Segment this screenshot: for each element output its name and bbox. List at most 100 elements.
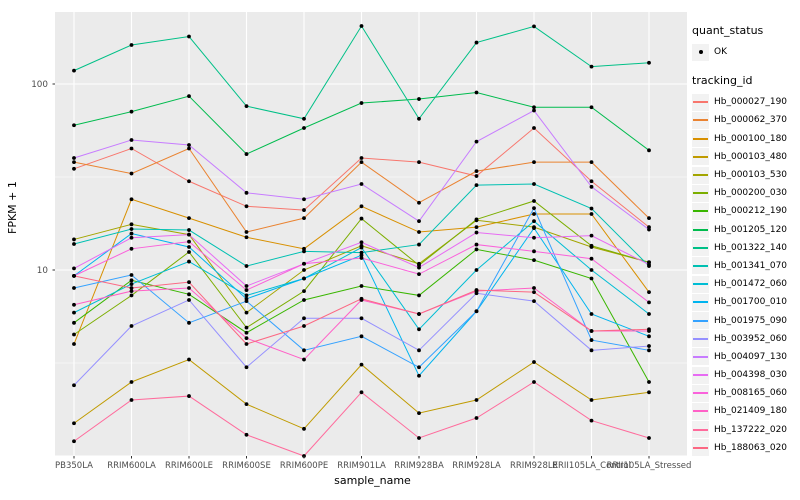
y-tick-label: 100 [31, 80, 48, 90]
legend-key-line-icon [692, 130, 709, 148]
data-point [129, 146, 134, 151]
legend-item-label: Hb_001322_140 [714, 242, 788, 253]
data-point [589, 179, 594, 184]
data-point [244, 235, 249, 240]
data-point [359, 204, 364, 209]
data-point [359, 296, 364, 301]
x-tick-label: RRIM600SE [222, 461, 271, 471]
data-point [589, 212, 594, 216]
data-point [359, 316, 364, 321]
legend-item-label: Hb_001341_070 [714, 260, 788, 271]
legend-item-Hb_004097_130: Hb_004097_130 [692, 348, 798, 366]
data-point [474, 242, 479, 247]
data-point [474, 288, 479, 292]
data-point [129, 138, 134, 142]
legend-item-label: Hb_001205_120 [714, 224, 788, 235]
legend-title-tracking-id: tracking_id [692, 74, 753, 88]
legend-item-Hb_000103_480: Hb_000103_480 [692, 148, 798, 166]
data-point [129, 273, 134, 277]
x-tick-label: RRIM600LE [165, 461, 213, 471]
data-point [302, 197, 306, 202]
data-point [129, 286, 134, 290]
data-point [72, 421, 76, 426]
data-point [589, 312, 594, 316]
data-point [359, 362, 364, 367]
legend-key-line-icon [692, 275, 709, 293]
data-point [474, 225, 479, 230]
data-point [244, 402, 249, 407]
data-point [244, 365, 249, 370]
data-point [129, 293, 134, 298]
x-tick-label: RRIM600PE [280, 461, 328, 471]
data-point [474, 169, 479, 174]
data-point [129, 235, 134, 240]
data-point [129, 43, 134, 47]
data-point [417, 436, 421, 440]
data-point [647, 290, 651, 295]
legend-item-Hb_001322_140: Hb_001322_140 [692, 239, 798, 257]
data-point [417, 160, 421, 165]
data-point [244, 330, 249, 335]
data-point [302, 276, 306, 281]
data-point [302, 357, 306, 362]
data-point [244, 104, 249, 109]
legend-item-Hb_000062_370: Hb_000062_370 [692, 111, 798, 129]
data-point [72, 342, 76, 346]
legend-item-Hb_188063_020: Hb_188063_020 [692, 439, 798, 457]
data-point [474, 40, 479, 45]
legend-key-line-icon [692, 184, 709, 202]
legend-key-line-icon [692, 312, 709, 330]
data-point [187, 357, 191, 362]
data-point [129, 278, 134, 283]
x-tick-label: RRIM928BA [394, 461, 444, 471]
data-point [187, 216, 191, 221]
legend-item-Hb_008165_060: Hb_008165_060 [692, 384, 798, 402]
legend-key-line-icon [692, 439, 709, 457]
data-point [532, 105, 536, 110]
data-point [129, 109, 134, 114]
data-point [532, 126, 536, 130]
data-point [474, 90, 479, 95]
legend-item-Hb_000100_180: Hb_000100_180 [692, 130, 798, 148]
data-point [417, 373, 421, 378]
data-point [72, 439, 76, 444]
data-point [72, 156, 76, 160]
legend-item-Hb_003952_060: Hb_003952_060 [692, 330, 798, 348]
x-tick-label: RRIM600LA [107, 461, 156, 471]
data-point [72, 273, 76, 278]
data-point [532, 235, 536, 240]
x-tick-label: RRIM928LA [452, 461, 501, 471]
data-point [417, 265, 421, 270]
data-point [474, 309, 479, 314]
data-point [647, 312, 651, 316]
legend-key-line-icon [692, 221, 709, 239]
data-point [302, 324, 306, 328]
data-point [589, 268, 594, 272]
data-point [187, 146, 191, 151]
data-point [417, 293, 421, 298]
legend-key-line-icon [692, 402, 709, 420]
legend-item-label: Hb_001472_060 [714, 279, 788, 290]
data-point [302, 289, 306, 294]
x-tick-label: RRIM901LA [337, 461, 386, 471]
data-point [474, 416, 479, 420]
panel-background [55, 12, 687, 456]
data-point [244, 310, 249, 315]
legend-item-label: Hb_000027_190 [714, 97, 788, 108]
legend-title-quant-status: quant_status [692, 24, 764, 37]
data-point [302, 426, 306, 431]
data-point [589, 276, 594, 281]
data-point [72, 332, 76, 337]
data-point [187, 250, 191, 254]
data-point [647, 327, 651, 332]
data-point [72, 242, 76, 246]
data-point [589, 233, 594, 238]
legend-key-line-icon [692, 384, 709, 402]
data-point [72, 160, 76, 165]
data-point [589, 206, 594, 211]
legend-item-label: Hb_004097_130 [714, 351, 788, 362]
data-point [302, 116, 306, 121]
data-point [244, 342, 249, 346]
data-point [244, 190, 249, 195]
